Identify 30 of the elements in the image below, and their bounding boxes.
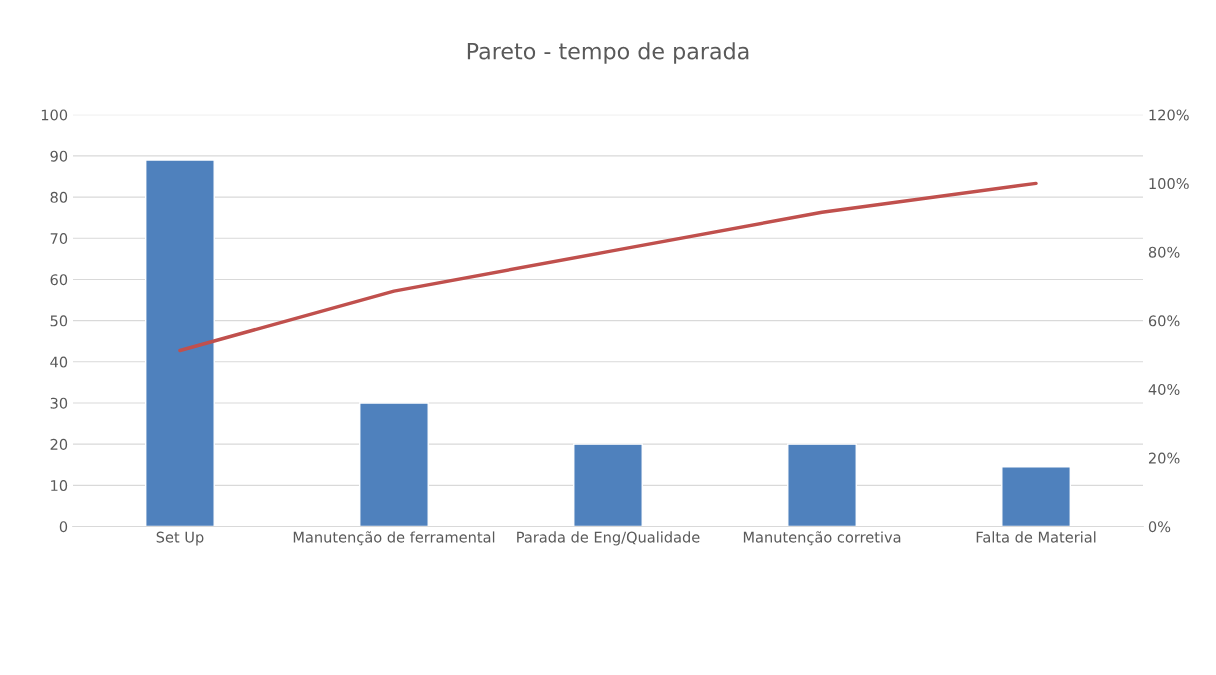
y2-tick-label: 20% <box>1148 452 1180 464</box>
y2-tick-label: 60% <box>1148 315 1180 327</box>
y-tick-label: 60 <box>50 274 68 286</box>
y-tick-label: 40 <box>50 356 68 368</box>
y-tick-label: 90 <box>50 150 68 162</box>
y2-tick-label: 120% <box>1149 109 1189 121</box>
y-tick-label: 70 <box>50 232 68 245</box>
y2-tick-label: 40% <box>1148 383 1180 395</box>
y-tick-label: 10 <box>51 480 68 492</box>
bar <box>145 159 215 527</box>
x-tick-label: Manutenção corretiva <box>743 531 901 546</box>
x-tick-label: Set Up <box>156 531 204 546</box>
x-tick-label: Parada de Eng/Qualidade <box>517 531 700 546</box>
bar <box>1001 466 1071 527</box>
bar <box>359 402 429 527</box>
y-tick-label: 100 <box>41 109 68 121</box>
chart-title: Pareto - tempo de parada <box>467 42 749 64</box>
x-tick-label: Falta de Material <box>976 531 1096 543</box>
line-series <box>178 181 1038 353</box>
y-tick-label: 20 <box>50 438 68 450</box>
y-tick-label: 30 <box>50 397 68 409</box>
y2-tick-label: 0% <box>1148 521 1171 533</box>
y2-tick-label: 100% <box>1149 178 1189 190</box>
y-tick-label: 80 <box>50 191 68 203</box>
y2-tick-label: 80% <box>1148 246 1180 258</box>
y-tick-label: 50 <box>50 315 68 327</box>
x-tick-label: Manutenção de ferramental <box>293 531 495 546</box>
bar <box>573 443 643 527</box>
y-tick-label: 0 <box>59 521 68 533</box>
bar <box>787 443 857 527</box>
